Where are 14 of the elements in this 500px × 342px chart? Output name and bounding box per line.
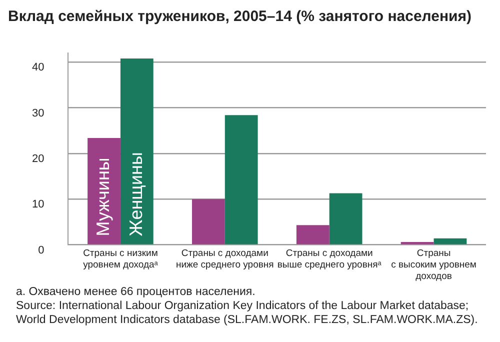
- y-tick-label: 10: [32, 198, 44, 211]
- series-label: Мужчины: [92, 158, 113, 236]
- x-tick-label: Страны с доходами ниже среднего уровня: [176, 248, 274, 271]
- x-tick-label: Страны с высоким уровнем доходов: [391, 248, 476, 282]
- y-tick-label: 40: [32, 62, 44, 74]
- y-tick-label: 30: [32, 107, 44, 120]
- y-tick-label: 0: [38, 244, 44, 256]
- x-tick-label: Страны с низким уровнем доходаᵃ: [83, 248, 158, 271]
- source-note: Source: International Labour Organization Key Indicators of the Labour Market database; World Development Indicators database (SL.FAM.WORK. FE.ZS, SL.FAM.WORK.MA.ZS).: [16, 299, 479, 327]
- series-label: Женщины: [126, 152, 146, 236]
- text: a. Охвачено менее 66 процентов населения.: [16, 285, 256, 299]
- x-tick-label: Страны с доходами выше среднего уровняᵃ: [277, 248, 382, 271]
- chart-title: Вклад семейных тружеников, 2005–14 (% занятого населения): [8, 8, 472, 25]
- y-tick-label: 20: [32, 153, 44, 165]
